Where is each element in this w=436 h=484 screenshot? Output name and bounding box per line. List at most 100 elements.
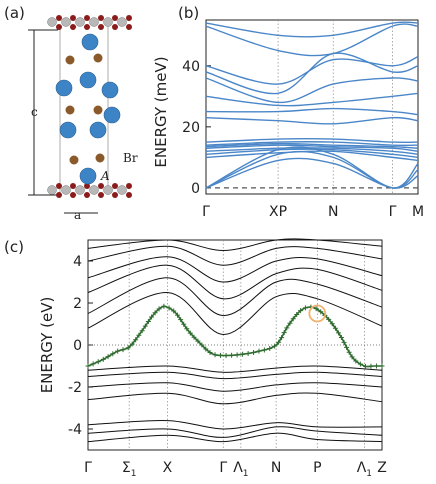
band-marker — [178, 317, 184, 323]
band-marker — [373, 363, 379, 369]
band-marker — [229, 352, 235, 358]
band-marker — [251, 349, 257, 355]
band-line — [205, 150, 419, 189]
red-atom-bottom — [112, 192, 118, 198]
a-atom — [79, 71, 97, 89]
band-line — [205, 107, 419, 116]
structure-panel: (a) c a Br A — [4, 4, 138, 222]
band-marker — [139, 328, 145, 334]
x-tick-label: P — [313, 460, 321, 476]
a-atom — [89, 121, 107, 139]
band-marker — [149, 314, 155, 320]
band-marker — [349, 354, 355, 360]
band-marker — [152, 310, 158, 316]
grey-atom-bottom — [75, 185, 85, 195]
grey-atom-bottom — [47, 185, 57, 195]
band-line — [205, 92, 419, 107]
grey-atom-bottom — [89, 185, 99, 195]
a-site-label: A — [100, 169, 110, 183]
grey-atom-top — [75, 17, 85, 27]
band-marker — [195, 338, 201, 344]
band-marker — [298, 308, 304, 314]
band-marker — [133, 337, 139, 343]
band-marker — [156, 306, 162, 312]
x-tick-label: Λ1 — [233, 460, 248, 479]
band-marker — [129, 341, 135, 347]
band-marker — [161, 303, 167, 309]
band-line — [205, 77, 419, 104]
band-marker — [284, 325, 290, 331]
band-line — [87, 432, 383, 443]
band-marker — [256, 348, 262, 354]
band-marker — [335, 330, 341, 336]
band-line — [87, 392, 383, 405]
band-marker — [272, 343, 278, 349]
band-line — [205, 144, 419, 152]
red-atom-bottom — [126, 192, 132, 198]
a-atom — [55, 79, 73, 97]
band-marker — [357, 361, 363, 367]
red-atom-bottom — [56, 192, 62, 198]
band-marker — [199, 342, 205, 348]
grey-atom-top — [89, 17, 99, 27]
band-chart-panel: (c) ENERGY (eV) Γ Σ1 X Γ Λ1 N P Λ1 Z -4 -2 0 2 4 — [4, 238, 387, 479]
band-line — [205, 23, 419, 57]
band-marker — [125, 345, 131, 351]
y-tick-label: -2 — [68, 380, 82, 396]
red-atom-top — [126, 24, 132, 30]
red-atom-bottom — [70, 192, 76, 198]
a-atom — [103, 106, 121, 124]
band-marker — [353, 358, 359, 364]
band-marker — [110, 351, 116, 357]
highlight-circle — [308, 304, 327, 323]
x-tick-label: N — [271, 460, 281, 476]
red-atom-top — [98, 15, 104, 21]
band-marker — [281, 330, 287, 336]
crystal-structure-illustration — [28, 15, 132, 214]
band-marker — [379, 363, 385, 369]
x-tick-label: Λ1 — [357, 460, 372, 479]
band-marker — [181, 321, 187, 327]
band-marker — [240, 351, 246, 357]
grey-atom-top — [47, 17, 57, 27]
red-atom-top — [70, 24, 76, 30]
y-tick-label: 40 — [182, 59, 200, 75]
grey-atom-bottom — [103, 185, 113, 195]
band-marker — [245, 350, 251, 356]
red-atom-top — [112, 15, 118, 21]
band-marker — [290, 316, 296, 322]
band-line — [87, 365, 383, 373]
a-atom — [59, 121, 77, 139]
band-line — [205, 148, 419, 159]
x-tick-label: XP — [269, 204, 287, 220]
x-tick-label: Γ — [84, 460, 92, 476]
phonon-y-axis-label: ENERGY (meV) — [152, 56, 170, 167]
band-line — [87, 238, 383, 252]
band-line — [205, 142, 419, 149]
band-line — [205, 137, 419, 144]
red-atom-top — [112, 24, 118, 30]
band-marker — [234, 352, 240, 358]
x-tick-label: Γ — [219, 460, 227, 476]
panel-label-b: (b) — [178, 4, 199, 22]
band-marker — [329, 321, 335, 327]
band-line — [87, 277, 383, 317]
band-marker — [294, 311, 300, 317]
band-marker — [362, 363, 368, 369]
br-atom — [69, 155, 79, 165]
band-line — [87, 371, 383, 380]
y-tick-label: 20 — [182, 120, 200, 136]
band-marker — [218, 352, 224, 358]
x-tick-label: Γ — [202, 204, 210, 220]
y-tick-label: 0 — [191, 181, 200, 197]
band-marker — [261, 347, 267, 353]
band-marker — [207, 350, 213, 356]
band-line — [205, 146, 419, 189]
electronic-band-chart: Γ Σ1 X Γ Λ1 N P Λ1 Z -4 -2 0 2 4 — [68, 238, 387, 479]
band-marker — [174, 312, 180, 318]
band-marker — [203, 346, 209, 352]
br-atom-label: Br — [123, 151, 138, 165]
band-line — [205, 116, 419, 125]
